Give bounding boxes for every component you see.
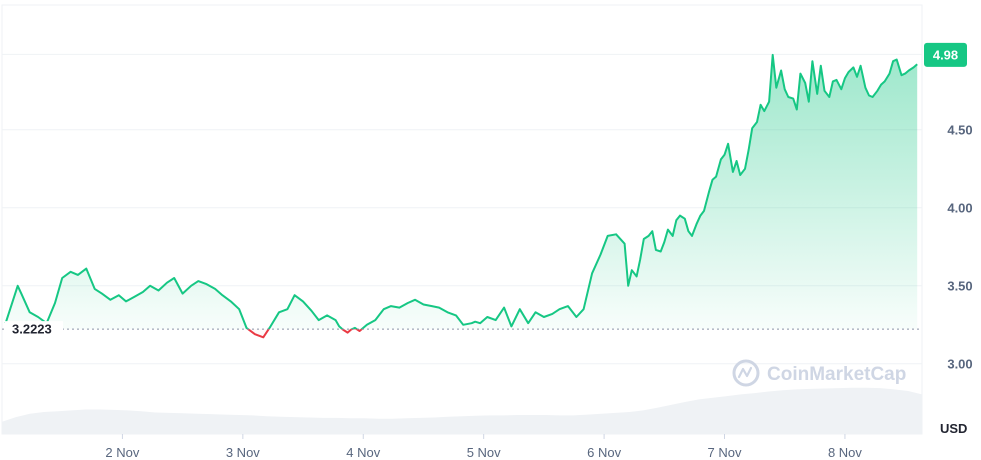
y-tick-label: 4.50 <box>947 122 972 137</box>
open-price-label: 3.2223 <box>12 322 52 337</box>
open-price-label-bg <box>5 321 63 338</box>
x-tick-label: 5 Nov <box>467 445 501 460</box>
x-tick-label: 3 Nov <box>226 445 260 460</box>
x-tick-label: 8 Nov <box>828 445 862 460</box>
y-tick-label: 4.00 <box>947 200 972 215</box>
x-tick-label: 7 Nov <box>708 445 742 460</box>
x-axis: 2 Nov 3 Nov 4 Nov 5 Nov 6 Nov 7 Nov 8 Nov <box>105 434 862 460</box>
current-price-badge-bg <box>924 42 967 67</box>
series-below-open <box>246 329 364 339</box>
price-series <box>4 53 918 339</box>
watermark-text: CoinMarketCap <box>767 364 906 385</box>
y-tick-label: 3.00 <box>947 356 972 371</box>
volume-fill <box>2 387 922 434</box>
x-tick-label: 4 Nov <box>346 445 380 460</box>
current-price-badge: 4.98 <box>924 42 967 67</box>
price-area-fill <box>5 54 918 330</box>
volume-area <box>2 387 922 434</box>
y-axis: 3.00 3.50 4.00 4.50 <box>947 122 972 371</box>
y-tick-label: 3.50 <box>947 278 972 293</box>
x-tick-label: 6 Nov <box>587 445 621 460</box>
price-line-up <box>4 53 918 330</box>
current-price-label: 4.98 <box>933 47 958 62</box>
currency-unit-label: USD <box>940 421 967 436</box>
coinmarketcap-watermark: CoinMarketCap <box>732 359 906 387</box>
series-above-open <box>4 53 918 330</box>
x-tick-label: 2 Nov <box>105 445 139 460</box>
